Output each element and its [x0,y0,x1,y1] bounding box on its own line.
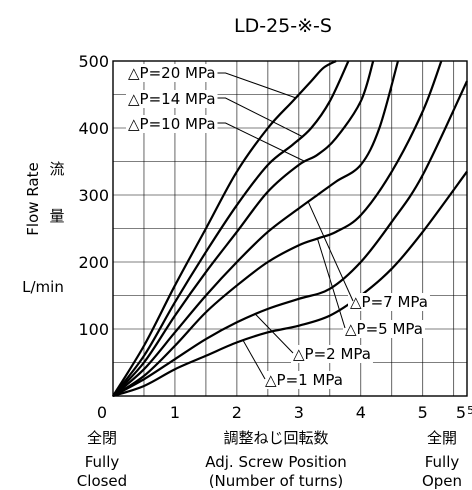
leader-line [307,201,354,302]
y-tick-label: 500 [78,52,109,71]
x-left-caption-jp: 全閉 [87,429,117,447]
leader-line [217,97,303,137]
curve-label: △P=20 MPa [128,64,216,82]
chart-title: LD-25-※-S [234,15,332,37]
curve-label-bg [126,115,218,133]
curve-label: △P=14 MPa [128,90,216,108]
series-line [112,60,400,397]
curve-label: △P=10 MPa [128,115,216,133]
x-tick-label: 1 [170,403,180,422]
series-line [112,170,468,398]
leader-line [255,313,294,354]
curve-label-bg [126,64,218,82]
x-right-caption-jp: 全開 [427,429,457,447]
x-tick-label: 5 [418,403,428,422]
curve-label: △P=1 MPa [265,371,343,389]
series-line [112,60,375,397]
x-tick-label: 4 [356,403,366,422]
x-tick-label: 3 [294,403,304,422]
leader-line [217,122,306,162]
curve-label-bg [263,371,345,389]
series-line [112,60,337,397]
curve-label-bg [291,345,373,363]
x-tick-label: 5 [456,403,466,422]
x-right-caption-en2: Open [422,472,462,490]
x-axis-sublabel: (Number of turns) [209,472,344,490]
x-tick-fraction: 5/7 [467,404,472,417]
series-line [112,80,468,397]
y-tick-label: 200 [78,253,109,272]
y-axis-label-jp-1: 流 [49,160,64,178]
y-axis-label: Flow Rate [24,162,42,235]
curve-label-bg [348,293,430,311]
x-left-caption-en: Fully [85,453,120,471]
x-left-caption-en2: Closed [77,472,127,490]
x-right-caption-en: Fully [425,453,460,471]
series-line [112,60,350,397]
x-tick-label: 0 [97,403,107,422]
leader-line [217,72,296,99]
y-tick-label: 100 [78,320,109,339]
y-axis-unit: L/min [22,278,64,296]
y-axis-label-jp-2: 量 [49,207,64,225]
series-line [112,60,443,397]
x-axis-label: Adj. Screw Position [205,453,347,471]
y-tick-label: 400 [78,119,109,138]
curve-labels: △P=20 MPa △P=14 MPa △P=10 MPa △P=7 MPa △P=5 … [126,64,430,389]
curve-label: △P=5 MPa [345,320,423,338]
leader-line [316,238,346,329]
curve-label: △P=7 MPa [350,293,428,311]
series-layer [112,60,468,398]
curve-label-bg [343,320,425,338]
leader-line [242,340,266,380]
y-tick-labels: 100 200 300 400 500 [78,52,109,339]
x-tick-label: 2 [232,403,242,422]
x-axis-label-jp: 調整ねじ回転数 [223,429,328,447]
y-tick-label: 300 [78,186,109,205]
curve-label-bg [126,90,218,108]
grid [113,61,467,396]
curve-label: △P=2 MPa [293,345,371,363]
plot-frame [112,60,468,397]
